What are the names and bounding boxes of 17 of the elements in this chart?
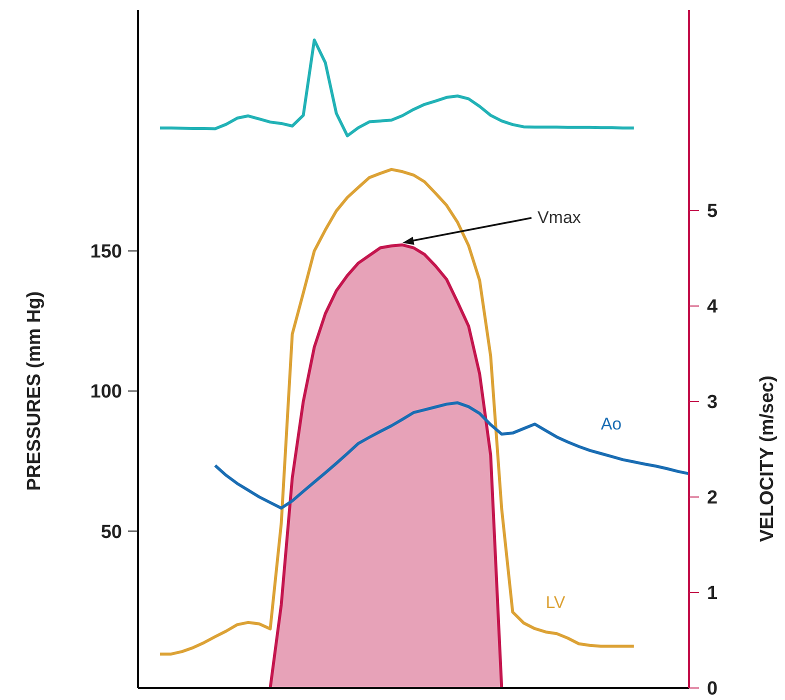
y-tick-label: 150 <box>90 242 122 263</box>
y-axis-title: PRESSURES (mm Hg) <box>24 291 45 491</box>
line-series <box>158 168 636 656</box>
y2-tick-label: 4 <box>707 296 718 318</box>
y2-tick-label: 2 <box>707 488 718 509</box>
y2-tick-label: 1 <box>707 583 718 604</box>
line-series <box>158 38 636 138</box>
line-series <box>214 401 690 510</box>
y2-tick-label: 5 <box>707 201 718 222</box>
y-tick-label: 50 <box>100 522 122 543</box>
series-label: Ao <box>600 414 622 434</box>
y-tick-label: 100 <box>90 382 122 403</box>
y2-tick-label: 3 <box>707 392 718 414</box>
y2-axis-title: VELOCITY (m/sec) <box>757 376 778 542</box>
series-label: LV <box>546 592 566 612</box>
y2-tick-label: 0 <box>707 678 718 700</box>
annotation: Vmax <box>537 208 582 227</box>
